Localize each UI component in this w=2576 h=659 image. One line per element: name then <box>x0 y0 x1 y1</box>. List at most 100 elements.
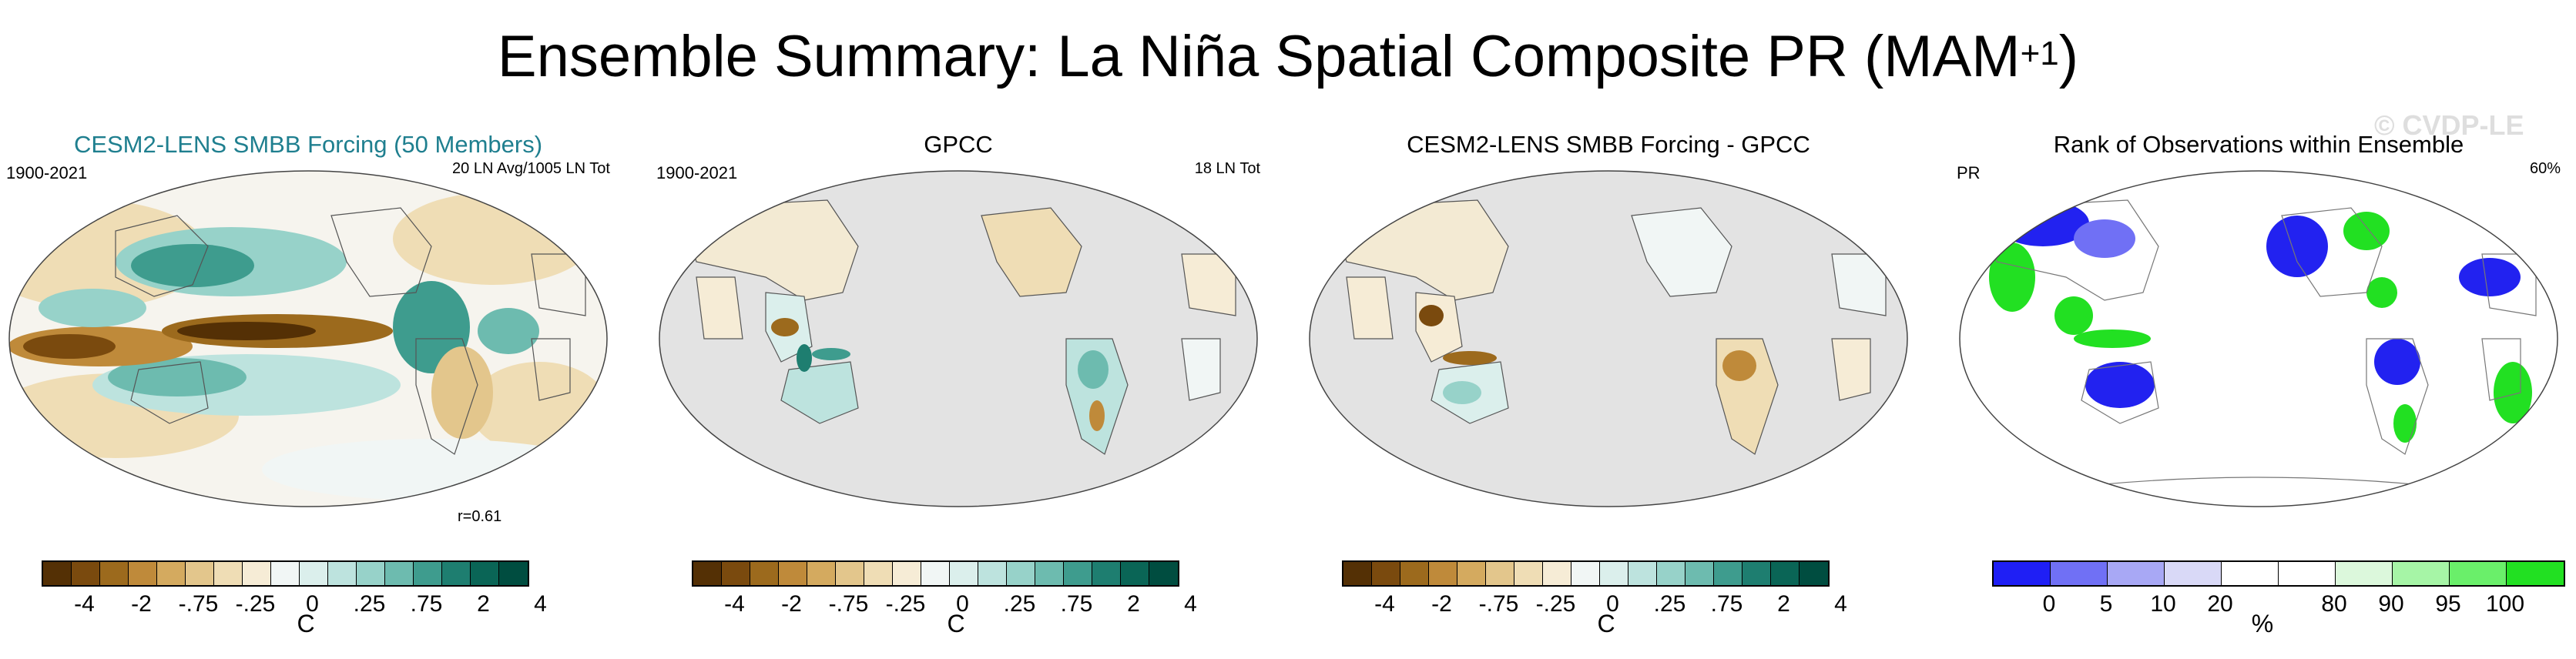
colorbar-ticks: 0 5 10 20 80 90 95 100 <box>1992 591 2562 617</box>
panel-period-label: 1900-2021 <box>6 163 88 182</box>
panel-count-label: 18 LN Tot <box>1194 160 1260 177</box>
colorbar-swatch <box>1742 562 1771 585</box>
colorbar-swatch <box>357 562 385 585</box>
colorbar-swatch <box>722 562 750 585</box>
colorbar-swatch <box>1064 562 1092 585</box>
colorbar-tick-label: 10 <box>2150 591 2176 617</box>
world-map-gpcc <box>659 170 1258 507</box>
colorbar-swatch <box>1771 562 1800 585</box>
panel-title: GPCC <box>924 131 993 158</box>
colorbar-tick-label: 0 <box>956 591 969 617</box>
colorbar <box>42 560 529 587</box>
world-map-rank <box>1959 170 2558 507</box>
colorbar-tick-label: 4 <box>534 591 547 617</box>
colorbar-swatch <box>186 562 214 585</box>
colorbar-swatch <box>442 562 471 585</box>
colorbar-tick-label: .25 <box>1653 591 1686 617</box>
colorbar-swatch <box>2450 562 2507 585</box>
colorbar-tick-label: 90 <box>2378 591 2404 617</box>
colorbar-swatch <box>950 562 978 585</box>
main-title-superscript: +1 <box>2020 35 2059 72</box>
colorbar-unit: % <box>2251 610 2274 637</box>
colorbar-tick-label: 0 <box>1606 591 1619 617</box>
colorbar-tick-label: 4 <box>1184 591 1197 617</box>
colorbar-tick-label: -4 <box>724 591 745 617</box>
colorbar-tick-label: 20 <box>2207 591 2233 617</box>
main-title: Ensemble Summary: La Niña Spatial Compos… <box>0 22 2576 92</box>
panel-title: CESM2-LENS SMBB Forcing (50 Members) <box>73 131 543 158</box>
colorbar-swatch <box>1372 562 1400 585</box>
colorbar-swatch <box>214 562 243 585</box>
panel-period-label: 1900-2021 <box>656 163 738 182</box>
colorbar-tick-label: -4 <box>1374 591 1395 617</box>
panel-observations: GPCC 1900-2021 18 LN Tot -4 -2 -.75 -.25 0 .2… <box>650 123 1266 647</box>
colorbar-swatch <box>300 562 328 585</box>
colorbar-tick-label: 100 <box>2485 591 2525 617</box>
panel-difference: CESM2-LENS SMBB Forcing - GPCC -4 -2 -.75-… <box>1300 123 1917 647</box>
panel-count-label: 20 LN Avg/1005 LN Tot <box>452 160 610 177</box>
colorbar-tick-label: -.75 <box>178 591 219 617</box>
colorbar-swatch <box>43 562 72 585</box>
colorbar-tick-label: 4 <box>1834 591 1847 617</box>
colorbar <box>1992 560 2565 587</box>
colorbar-swatch <box>499 562 528 585</box>
colorbar-tick-label: 2 <box>1127 591 1140 617</box>
colorbar-tick-label: -.25 <box>885 591 926 617</box>
colorbar-tick-label: .75 <box>410 591 443 617</box>
colorbar-tick-label: -2 <box>781 591 802 617</box>
colorbar-tick-label: .75 <box>1710 591 1743 617</box>
colorbar-tick-label: -.75 <box>828 591 869 617</box>
colorbar <box>692 560 1179 587</box>
colorbar-swatch <box>243 562 271 585</box>
colorbar-swatch <box>1149 562 1178 585</box>
colorbar-ticks: -4 -2 -.75 -.25 0 .25 .75 2 4 <box>1342 591 1847 617</box>
colorbar-tick-label: 2 <box>477 591 490 617</box>
panel-percent-label: 60% <box>2529 160 2561 177</box>
colorbar-tick-label: -.75 <box>1478 591 1519 617</box>
watermark: © CVDP-LE <box>2374 109 2524 141</box>
colorbar-tick-label: .75 <box>1060 591 1093 617</box>
colorbar-swatch <box>1007 562 1035 585</box>
colorbar-swatch <box>2222 562 2279 585</box>
colorbar-swatch <box>1571 562 1600 585</box>
colorbar-tick-label: 0 <box>306 591 319 617</box>
colorbar-swatch <box>129 562 157 585</box>
colorbar-swatch <box>2051 562 2108 585</box>
colorbar-swatch <box>2336 562 2393 585</box>
colorbar-swatch <box>978 562 1007 585</box>
colorbar-swatch <box>1600 562 1628 585</box>
colorbar-swatch <box>1543 562 1571 585</box>
colorbar-swatch <box>1121 562 1149 585</box>
colorbar-tick-label: -.25 <box>235 591 276 617</box>
colorbar-tick-label: .25 <box>1003 591 1036 617</box>
panel-model-composite: CESM2-LENS SMBB Forcing (50 Members) 190… <box>0 123 616 647</box>
colorbar-swatch <box>385 562 414 585</box>
colorbar-swatch <box>1628 562 1657 585</box>
colorbar-unit: C <box>1597 610 1615 637</box>
colorbar-tick-label: 80 <box>2321 591 2347 617</box>
colorbar-swatch <box>1514 562 1543 585</box>
panel-rank: Rank of Observations within Ensemble PR … <box>1950 123 2567 647</box>
colorbar-swatch <box>2108 562 2165 585</box>
colorbar-swatch <box>100 562 129 585</box>
colorbar-tick-label: 2 <box>1777 591 1790 617</box>
world-map-model <box>8 170 608 507</box>
colorbar-tick-label: -4 <box>74 591 95 617</box>
colorbar <box>1342 560 1830 587</box>
colorbar-swatch <box>1994 562 2051 585</box>
colorbar-tick-label: 0 <box>2042 591 2056 617</box>
colorbar-swatch <box>1343 562 1372 585</box>
colorbar-swatch <box>893 562 921 585</box>
colorbar-swatch <box>414 562 442 585</box>
colorbar-swatch <box>1457 562 1486 585</box>
colorbar-swatch <box>2279 562 2336 585</box>
colorbar-swatch <box>1714 562 1742 585</box>
colorbar-swatch <box>328 562 357 585</box>
colorbar-swatch <box>271 562 300 585</box>
colorbar-tick-label: .25 <box>353 591 386 617</box>
colorbar-swatch <box>1486 562 1514 585</box>
colorbar-tick-label: 5 <box>2099 591 2113 617</box>
panel-variable-label: PR <box>1957 163 1981 182</box>
colorbar-swatch <box>864 562 893 585</box>
colorbar-swatch <box>1400 562 1429 585</box>
